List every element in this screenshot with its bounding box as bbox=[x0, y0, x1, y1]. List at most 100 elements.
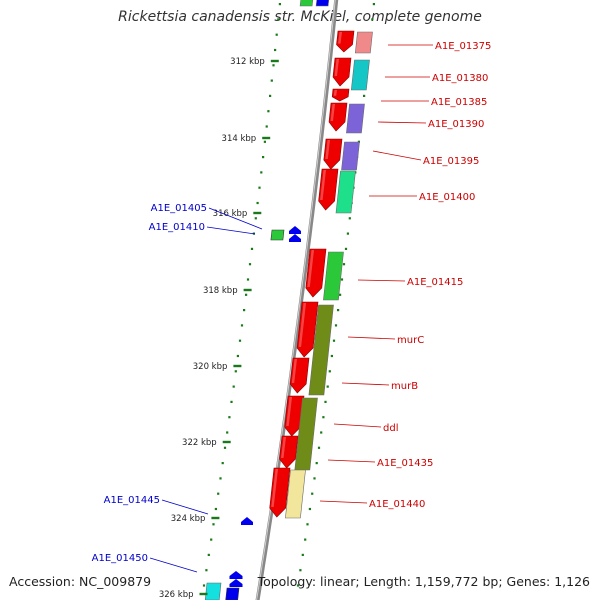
product-box bbox=[350, 59, 370, 91]
gene-label: A1E_01450 bbox=[92, 553, 148, 564]
reverse-gene-arrow bbox=[229, 579, 243, 587]
left-guide-dot bbox=[221, 462, 224, 465]
right-guide-dot bbox=[315, 462, 318, 465]
right-guide-dot bbox=[322, 416, 325, 419]
gene-arrow-shine bbox=[334, 59, 339, 76]
gene-label: A1E_01385 bbox=[431, 97, 487, 108]
right-guide-dot bbox=[299, 569, 302, 572]
left-guide-dot bbox=[267, 110, 270, 113]
right-guide-dot bbox=[313, 477, 316, 480]
left-guide-dot bbox=[207, 553, 210, 556]
left-guide-dot bbox=[260, 171, 263, 174]
gene-label: A1E_01375 bbox=[435, 41, 491, 52]
label-leader bbox=[341, 382, 390, 386]
product-box bbox=[225, 587, 240, 600]
tick-label: 322 kbp bbox=[182, 438, 217, 448]
label-leader bbox=[206, 226, 256, 235]
tick-label: 326 kbp bbox=[159, 590, 194, 600]
label-leader bbox=[372, 150, 422, 161]
left-guide-dot bbox=[214, 507, 217, 511]
right-guide-dot bbox=[304, 538, 307, 541]
topology-summary: Topology: linear; Length: 1,159,772 bp; … bbox=[257, 574, 590, 589]
gene-arrow-shine bbox=[298, 303, 306, 347]
product-box bbox=[346, 103, 365, 134]
left-guide-dot bbox=[217, 492, 220, 495]
product-box bbox=[323, 251, 344, 301]
left-guide-dot bbox=[275, 33, 278, 36]
right-guide-dot bbox=[326, 385, 329, 388]
right-guide-dot bbox=[363, 94, 366, 97]
right-guide-dot bbox=[306, 523, 309, 526]
product-box bbox=[204, 582, 222, 600]
gene-label: murC bbox=[397, 335, 424, 346]
left-guide-dot bbox=[256, 201, 259, 205]
gene-label: A1E_01390 bbox=[428, 119, 484, 130]
reverse-gene-arrow bbox=[289, 234, 301, 242]
left-guide-dot bbox=[238, 339, 242, 342]
right-guide-dot bbox=[332, 339, 336, 342]
left-guide-dot bbox=[274, 48, 277, 52]
tick-label: 318 kbp bbox=[203, 286, 238, 296]
product-box bbox=[285, 469, 306, 519]
gene-label: A1E_01435 bbox=[377, 458, 433, 469]
left-guide-dot bbox=[278, 3, 281, 6]
product-box bbox=[270, 229, 285, 241]
tick-label: 316 kbp bbox=[213, 209, 248, 219]
left-guide-dot bbox=[258, 186, 261, 189]
product-box bbox=[294, 397, 318, 471]
left-guide-dot bbox=[272, 64, 275, 67]
gene-arrow-shine bbox=[333, 90, 337, 96]
label-leader bbox=[347, 336, 396, 340]
left-guide-dot bbox=[212, 523, 215, 526]
gene-label: A1E_01415 bbox=[407, 277, 463, 288]
right-guide-dot bbox=[371, 18, 374, 21]
gene-arrow-shine bbox=[325, 140, 330, 159]
label-leader bbox=[319, 500, 368, 504]
right-guide-dot bbox=[296, 584, 300, 587]
gene-arrow-shine bbox=[338, 32, 342, 44]
product-box bbox=[354, 31, 373, 54]
reverse-gene-arrow bbox=[241, 517, 253, 525]
label-leader bbox=[357, 279, 406, 282]
right-guide-dot bbox=[342, 263, 346, 266]
left-guide-dot bbox=[277, 18, 280, 21]
gene-label: A1E_01445 bbox=[104, 495, 160, 506]
left-guide-dot bbox=[248, 263, 252, 266]
label-leader bbox=[377, 121, 427, 124]
product-box bbox=[299, 0, 314, 7]
tick-label: 324 kbp bbox=[171, 514, 206, 524]
left-guide-dot bbox=[228, 416, 231, 419]
tick-label: 314 kbp bbox=[222, 134, 257, 144]
right-guide-dot bbox=[337, 309, 340, 312]
gene-label: murB bbox=[391, 381, 418, 392]
left-guide-dot bbox=[270, 79, 273, 82]
right-guide-dot bbox=[308, 507, 311, 511]
left-guide-dot bbox=[262, 156, 265, 159]
gene-label: A1E_01395 bbox=[423, 156, 479, 167]
label-leader bbox=[327, 459, 376, 463]
accession-text: Accession: NC_009879 bbox=[9, 574, 152, 589]
left-guide-dot bbox=[265, 125, 268, 128]
label-leader bbox=[333, 423, 382, 428]
left-guide-dot bbox=[269, 94, 272, 97]
gene-label: ddl bbox=[383, 423, 398, 434]
gene-arrow-shine bbox=[286, 397, 292, 426]
right-guide-dot bbox=[330, 354, 333, 358]
left-guide-dot bbox=[234, 370, 237, 373]
left-guide-dot bbox=[243, 309, 246, 312]
gene-arrow-shine bbox=[320, 170, 326, 200]
left-guide-dot bbox=[250, 247, 254, 250]
product-box bbox=[341, 141, 360, 171]
gene-label: A1E_01400 bbox=[419, 192, 475, 203]
label-leader bbox=[208, 207, 263, 230]
left-guide-dot bbox=[210, 538, 213, 541]
reverse-gene-arrow bbox=[229, 571, 243, 579]
product-box bbox=[315, 0, 330, 7]
left-guide-dot bbox=[226, 431, 229, 434]
gene-arrow-shine bbox=[271, 469, 278, 507]
left-guide-dot bbox=[245, 293, 248, 296]
gene-arrow-shine bbox=[291, 359, 297, 383]
product-box bbox=[335, 170, 356, 214]
left-guide-dot bbox=[236, 354, 239, 358]
